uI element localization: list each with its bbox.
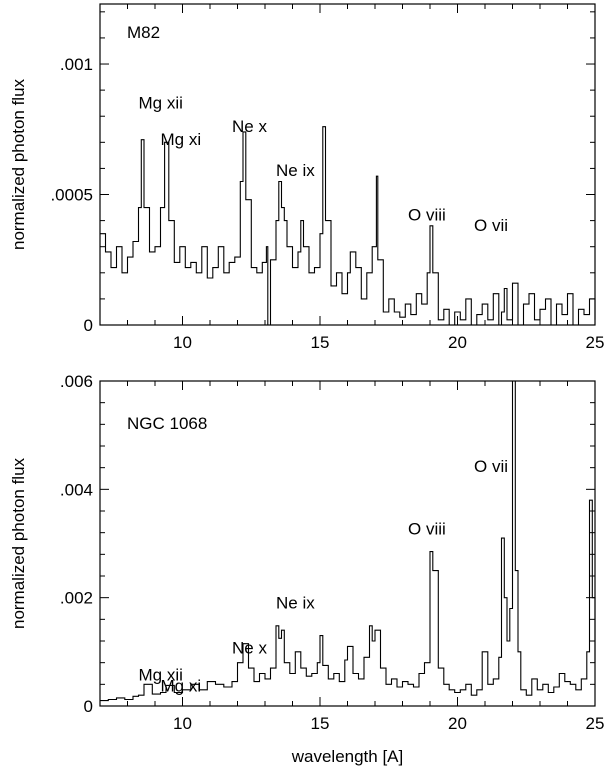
- panel-2-line-label: Mg xi: [161, 676, 202, 695]
- panel-2-y-tick-label: .006: [60, 372, 93, 391]
- panel-2-x-tick-label: 25: [586, 714, 605, 733]
- panel-1-y-tick-label: .001: [60, 55, 93, 74]
- panel-1-x-tick-label: 15: [311, 333, 330, 352]
- panel-1-y-axis-label: normalized photon flux: [9, 78, 28, 250]
- panel-2-x-tick-label: 15: [311, 714, 330, 733]
- panel-2-y-tick-label: .002: [60, 589, 93, 608]
- panel-1-title: M82: [127, 23, 160, 42]
- panel-1-line-label: Mg xi: [161, 130, 202, 149]
- panel-2-line-label: O viii: [408, 519, 446, 538]
- panel-2-line-label: Mg xii: [139, 666, 183, 685]
- panel-1-line-label: O viii: [408, 206, 446, 225]
- panel-2-x-axis-label: wavelength [A]: [291, 747, 404, 766]
- panel-2-line-label: O vii: [474, 457, 508, 476]
- panel-1-line-label: Ne ix: [276, 161, 315, 180]
- panel-2-line-label: Ne x: [232, 638, 267, 657]
- panel-1-x-tick-label: 25: [586, 333, 605, 352]
- panel-1-line-label: Ne x: [232, 117, 267, 136]
- panel-2-y-axis-label: normalized photon flux: [9, 457, 28, 629]
- panel-2-y-tick-label: .004: [60, 480, 93, 499]
- panel-2-spectrum-line: [100, 380, 596, 702]
- panel-2-line-label: Ne ix: [276, 594, 315, 613]
- panel-1-y-tick-label: .0005: [50, 186, 93, 205]
- panel-1-x-tick-label: 20: [448, 333, 467, 352]
- panel-2-y-tick-label: 0: [84, 697, 93, 716]
- panel-1-spectrum-line: [100, 126, 596, 326]
- panel-1-line-label: O vii: [474, 216, 508, 235]
- panel-2-x-tick-label: 20: [448, 714, 467, 733]
- panel-2-title: NGC 1068: [127, 414, 207, 433]
- panel-2-x-tick-label: 10: [173, 714, 192, 733]
- panel-1-line-label: Mg xii: [139, 93, 183, 112]
- panel-1-x-tick-label: 10: [173, 333, 192, 352]
- panel-1-y-tick-label: 0: [84, 316, 93, 335]
